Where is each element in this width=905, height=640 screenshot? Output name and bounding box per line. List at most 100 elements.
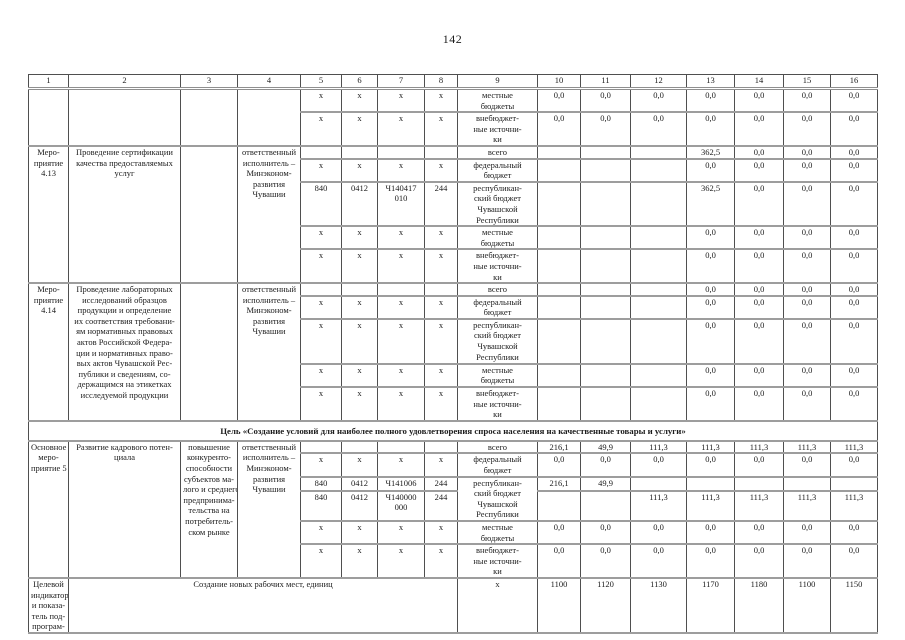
cell-value: 49,9: [580, 475, 631, 492]
cell-x-marker: х: [424, 317, 458, 365]
cell-value: 0,0: [630, 111, 687, 147]
cell-value: 0,0: [686, 543, 735, 579]
cell-value: [830, 475, 878, 492]
row-main5-federal: х х х х федеральный бюджет 0,0 0,0 0,0 0,0 0,0 0,0…: [29, 452, 878, 478]
cell-value: 0,0: [734, 157, 784, 183]
cell-x-marker: х: [341, 386, 378, 422]
row-413-extrabudgetary: х х х х внебюджет- ные источни- ки 0,0 0,0 0,0 0…: [29, 248, 878, 285]
cell-value: 0,0: [783, 452, 831, 478]
cell-value: [630, 248, 687, 285]
cell-x-marker: х: [341, 248, 378, 285]
cell-value: 111,3: [686, 489, 735, 523]
cell-value: 0,0: [630, 87, 687, 114]
cell-value: 0,0: [580, 543, 631, 579]
cell-value: 0,0: [830, 145, 878, 160]
cell-value: 111,3: [734, 439, 784, 455]
cell-value: 0,0: [686, 452, 735, 478]
cell-value: 0,0: [783, 317, 831, 365]
cell-value: 0,0: [580, 87, 631, 114]
cell-x-marker: х: [377, 317, 425, 365]
cell-x-marker: х: [341, 294, 378, 320]
cell-value: 1170: [686, 576, 735, 634]
cell-budget-type: внебюджет- ные источни- ки: [457, 111, 538, 147]
cell-budget-type: федеральный бюджет: [457, 452, 538, 478]
cell-value: 0,0: [783, 248, 831, 285]
cell-x-marker: х: [300, 386, 342, 422]
column-number: 10: [537, 74, 581, 90]
cell-value: 0,0: [734, 317, 784, 365]
cell-value: 0,0: [686, 282, 735, 297]
cell-x-marker: х: [341, 362, 378, 389]
cell-activity-name: Развитие кадрового потен- циала: [68, 439, 181, 579]
row-413-republican: 840 0412 Ч140417 010 244 республикан- ский б…: [29, 180, 878, 228]
cell-x-marker: х: [377, 519, 425, 546]
cell-rzpr-code: 0412: [341, 475, 378, 492]
cell-value: [537, 180, 581, 228]
cell-value: 0,0: [734, 362, 784, 389]
cell-vr-code: 244: [424, 180, 458, 228]
cell-csr-code: [377, 145, 425, 160]
cell-value: 1150: [830, 576, 878, 634]
column-number: 14: [734, 74, 784, 90]
cell-value: [783, 475, 831, 492]
cell-value: 111,3: [630, 489, 687, 523]
cell-x-marker: х: [377, 248, 425, 285]
cell-x-marker: х: [424, 87, 458, 114]
cell-value: [580, 282, 631, 297]
column-number: 8: [424, 74, 458, 90]
row-main5-republican-a: 840 0412 Ч141006 244 республикан- ский бюдже…: [29, 475, 878, 523]
cell-value: [537, 248, 581, 285]
cell-value: 0,0: [734, 145, 784, 160]
cell-value: [630, 157, 687, 183]
cell-grbs-code: 840: [300, 180, 342, 228]
cell-value: 0,0: [686, 248, 735, 285]
cell-value: 0,0: [734, 543, 784, 579]
cell-x-marker: х: [377, 362, 425, 389]
cell-csr-code: [377, 282, 425, 297]
cell-value: 111,3: [783, 439, 831, 455]
cell-x-marker: х: [377, 386, 425, 422]
row-main5-total: Основное меро- приятие 5 Развитие кадрово…: [28, 439, 878, 579]
cell-value: 0,0: [537, 519, 581, 546]
cell-x-marker: х: [377, 157, 425, 183]
cell-value: 1100: [537, 576, 581, 634]
cell-x-marker: х: [341, 157, 378, 183]
cell-value: 0,0: [734, 248, 784, 285]
cell-value: 0,0: [686, 362, 735, 389]
cell-vr-code: 244: [424, 489, 458, 523]
cell-x-marker: х: [300, 111, 342, 147]
cell-grbs-code: [300, 145, 342, 160]
cell-value: [630, 386, 687, 422]
cell-x-marker: х: [424, 452, 458, 478]
cell-grbs-code: 840: [300, 475, 342, 492]
cell-value: 0,0: [686, 317, 735, 365]
cell-value: [537, 317, 581, 365]
column-number: 11: [580, 74, 631, 90]
column-number-header-row: 1 2 3 4 5 6 7 8 9 10 11 12 13 14 15 16: [28, 74, 878, 90]
cell-value: 0,0: [783, 180, 831, 228]
cell-value: 0,0: [686, 519, 735, 546]
cell-value: 0,0: [830, 543, 878, 579]
cell-csr-code: Ч140000 000: [377, 489, 425, 523]
column-number: 2: [68, 74, 181, 90]
cell-value: [580, 362, 631, 389]
cell-value: 0,0: [830, 225, 878, 251]
cell-rzpr-code: 0412: [341, 180, 378, 228]
row-main5-extrabudgetary: х х х х внебюджет- ные источни- ки 0,0 0,0 0,0 0…: [29, 543, 878, 579]
cell-budget-type: федеральный бюджет: [457, 294, 538, 320]
row-main5-local: х х х х местные бюджеты 0,0 0,0 0,0 0,0 0,0 0,0 0,0: [29, 519, 878, 546]
cell-csr-code: [377, 439, 425, 455]
cell-value: 0,0: [630, 519, 687, 546]
row-413-total: Меро- приятие 4.13 Проведение сертификаци…: [28, 144, 878, 285]
cell-value: 111,3: [783, 489, 831, 523]
cell-value: 0,0: [783, 386, 831, 422]
cell-budget-type: всего: [457, 439, 538, 455]
cell-value: 0,0: [537, 87, 581, 114]
cell-grbs-code: [300, 439, 342, 455]
cell-x-marker: х: [424, 111, 458, 147]
cell-value: [630, 180, 687, 228]
cell-value: 1180: [734, 576, 784, 634]
cell-value: 216,1: [537, 439, 581, 455]
cell-x-marker: х: [377, 294, 425, 320]
cell-rzpr-code: [341, 282, 378, 297]
